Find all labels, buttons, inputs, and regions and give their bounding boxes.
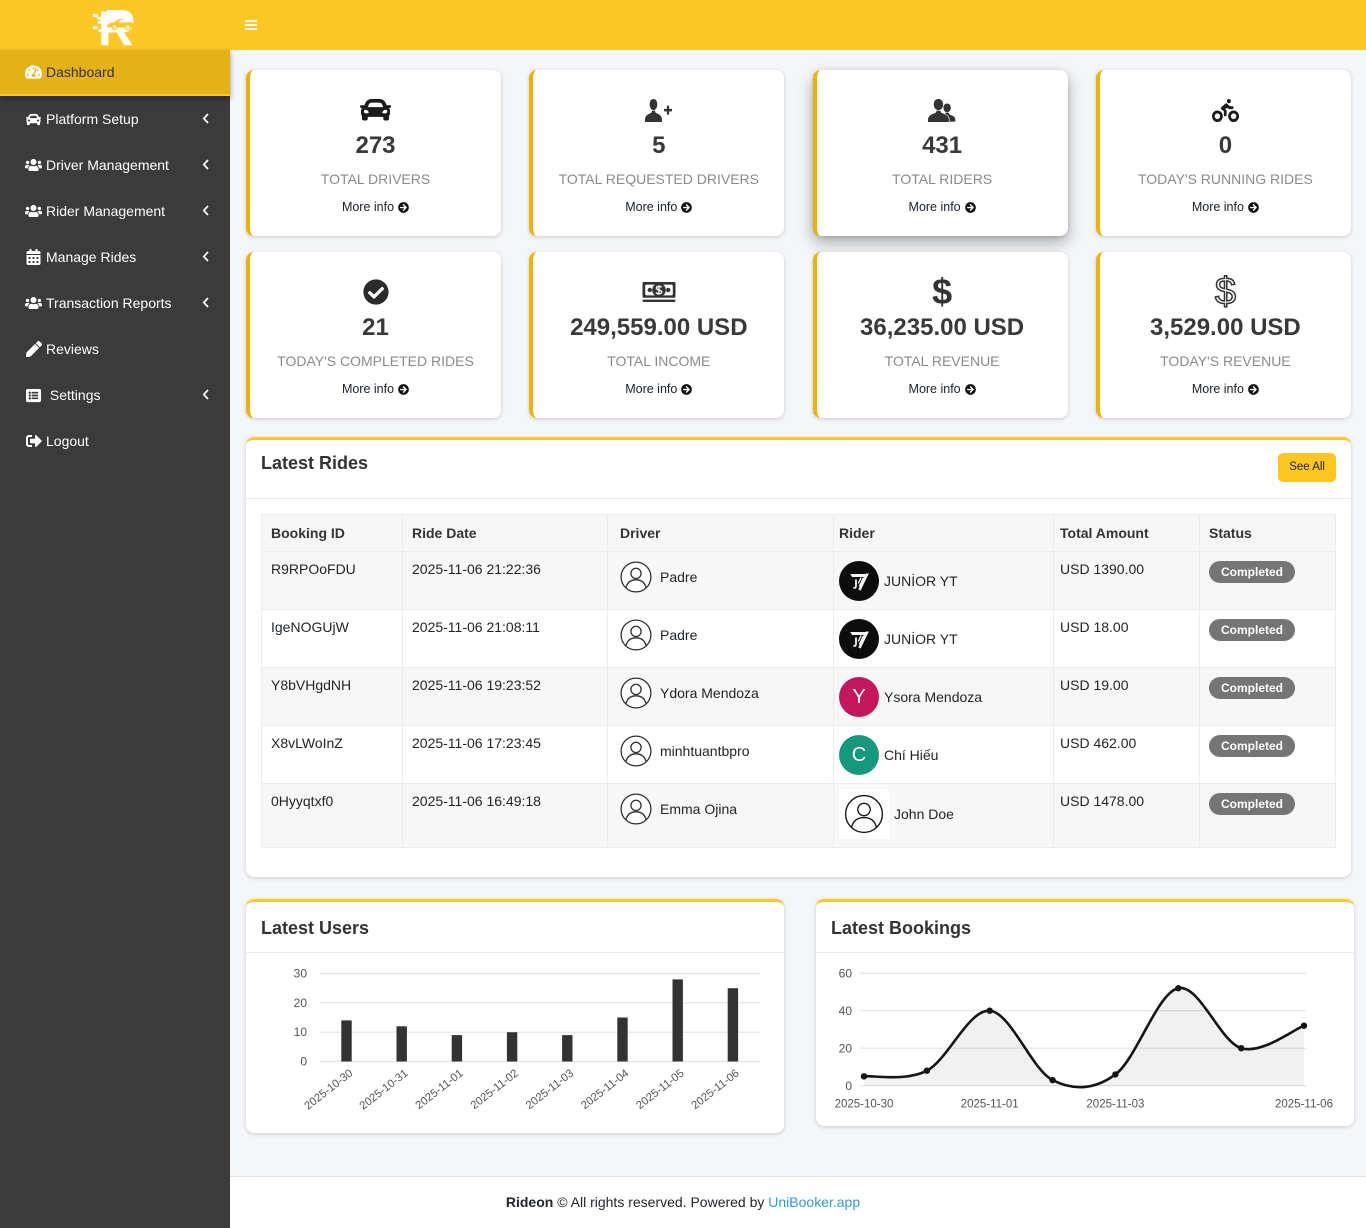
svg-text:2025-10-31: 2025-10-31 [358,1067,411,1112]
svg-text:2025-10-30: 2025-10-30 [835,1099,894,1111]
svg-text:2025-10-30: 2025-10-30 [302,1067,355,1112]
svg-text:2025-11-02: 2025-11-02 [469,1067,521,1112]
svg-text:0: 0 [845,1079,852,1093]
svg-text:2025-11-01: 2025-11-01 [413,1067,465,1112]
svg-text:20: 20 [294,996,308,1010]
svg-text:20: 20 [839,1042,853,1056]
svg-text:40: 40 [839,1004,853,1018]
svg-text:2025-11-03: 2025-11-03 [1086,1099,1144,1111]
svg-text:2025-11-06: 2025-11-06 [1275,1099,1333,1111]
svg-text:2025-11-03: 2025-11-03 [524,1067,576,1112]
svg-text:2025-11-06: 2025-11-06 [689,1067,741,1112]
svg-text:30: 30 [294,967,308,981]
svg-text:2025-11-04: 2025-11-04 [579,1067,631,1112]
svg-text:60: 60 [839,967,853,981]
svg-text:10: 10 [294,1025,308,1039]
svg-text:2025-11-05: 2025-11-05 [634,1067,686,1112]
svg-text:2025-11-01: 2025-11-01 [961,1099,1019,1111]
svg-text:0: 0 [300,1055,307,1069]
